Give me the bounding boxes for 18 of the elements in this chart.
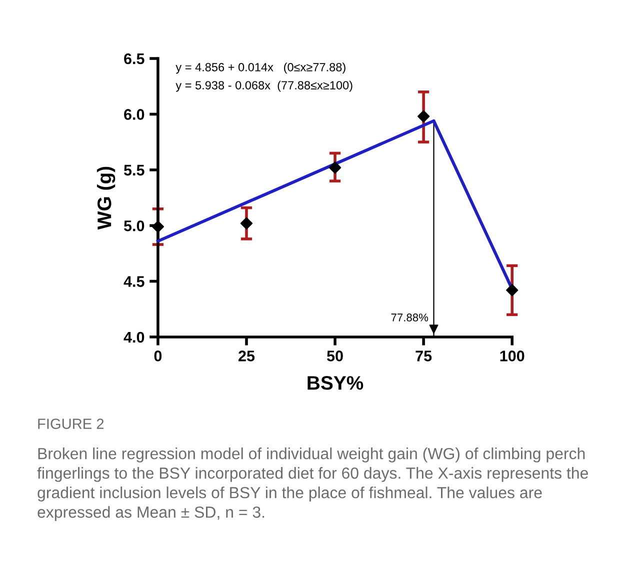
- x-tick-label: 0: [154, 350, 162, 362]
- y-tick-label: 5.5: [124, 164, 144, 176]
- y-tick-label: 4.5: [124, 276, 144, 287]
- x-tick-label: 75: [416, 350, 432, 362]
- annotation: y = 4.856 + 0.014x (0≤x≥77.88): [176, 62, 346, 74]
- y-axis-title: WG (g): [96, 166, 116, 230]
- caption: FIGURE 2: [38, 418, 104, 429]
- y-tick-label: 6.5: [124, 53, 144, 64]
- y-tick-label: 5.0: [124, 220, 144, 232]
- x-axis-title: BSY%: [308, 376, 364, 390]
- y-tick-label: 6.0: [124, 109, 144, 120]
- text: Broken line regression model of individual weight gain (WG) of climbing perch fingerlings to the BSY incorporated diet for 60 days. The X-axis represents the gradient inclusion levels of BSY in the place of fishmeal. The values are expressed as Mean ± SD, n = 3.: [37, 448, 588, 521]
- x-tick-label: 25: [238, 350, 255, 362]
- ref-line-label: 77.88%: [391, 314, 428, 322]
- x-tick-label: 50: [327, 350, 343, 362]
- x-tick-label: 100: [500, 350, 524, 362]
- annotation: y = 5.938 - 0.068x (77.88≤x≥100): [176, 80, 352, 92]
- y-tick-label: 4.0: [124, 332, 144, 343]
